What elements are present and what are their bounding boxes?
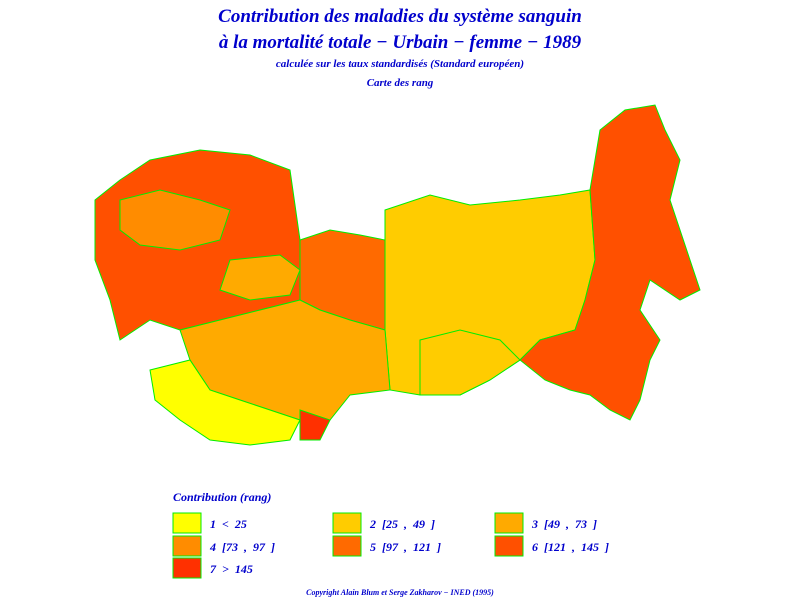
region — [119, 189, 231, 251]
region — [519, 104, 701, 421]
map-caption: Carte des rang — [367, 77, 434, 89]
legend-swatch — [332, 535, 362, 557]
region — [219, 254, 301, 301]
title-line-2: à la mortalité totale − Urbain − femme −… — [219, 32, 582, 53]
legend-swatch — [172, 535, 202, 557]
subtitle: calculée sur les taux standardisés (Stan… — [276, 58, 524, 70]
legend-label: 3 [49 , 73 ] — [531, 517, 597, 531]
region — [149, 359, 301, 446]
legend-swatch — [494, 512, 524, 534]
region — [299, 409, 331, 441]
footer: Copyright Alain Blum et Serge Zakharov −… — [306, 588, 494, 597]
legend-swatch — [172, 512, 202, 534]
legend-swatch — [332, 512, 362, 534]
legend-swatch — [494, 535, 524, 557]
map — [94, 104, 701, 446]
legend-label: 7 > 145 — [210, 562, 253, 576]
legend-swatch — [172, 557, 202, 579]
legend-label: 4 [73 , 97 ] — [209, 540, 275, 554]
title-line-1: Contribution des maladies du système san… — [218, 6, 582, 27]
legend-label: 1 < 25 — [210, 517, 247, 531]
legend: 1 < 25 2 [25 , 49 ] 3 [49 , 73 ] 4 [73 , 97… — [172, 512, 609, 579]
legend-title: Contribution (rang) — [173, 490, 271, 504]
legend-label: 6 [121 , 145 ] — [532, 540, 609, 554]
legend-label: 5 [97 , 121 ] — [370, 540, 441, 554]
legend-label: 2 [25 , 49 ] — [369, 517, 435, 531]
region — [419, 329, 521, 396]
